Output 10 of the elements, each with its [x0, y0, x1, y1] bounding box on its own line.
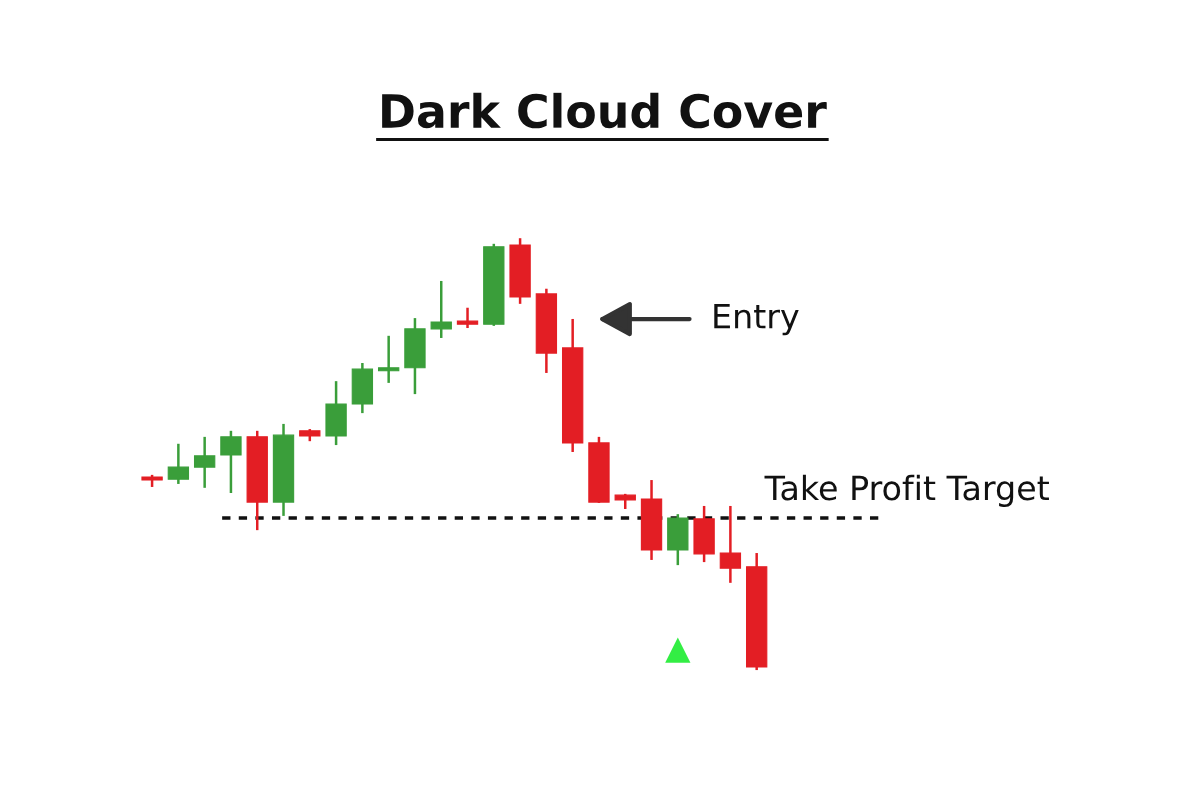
candlestick: [377, 334, 400, 385]
candlestick: [167, 442, 190, 486]
candlestick: [193, 435, 216, 490]
ref-line-label: Take Profit Target: [764, 474, 1049, 507]
candlestick: [456, 306, 479, 330]
candlestick: [719, 504, 742, 585]
candlestick: [430, 279, 452, 340]
chart-title: Dark Cloud Cover: [382, 92, 827, 129]
candlestick: [220, 429, 242, 495]
annotation: Entry: [714, 304, 799, 336]
